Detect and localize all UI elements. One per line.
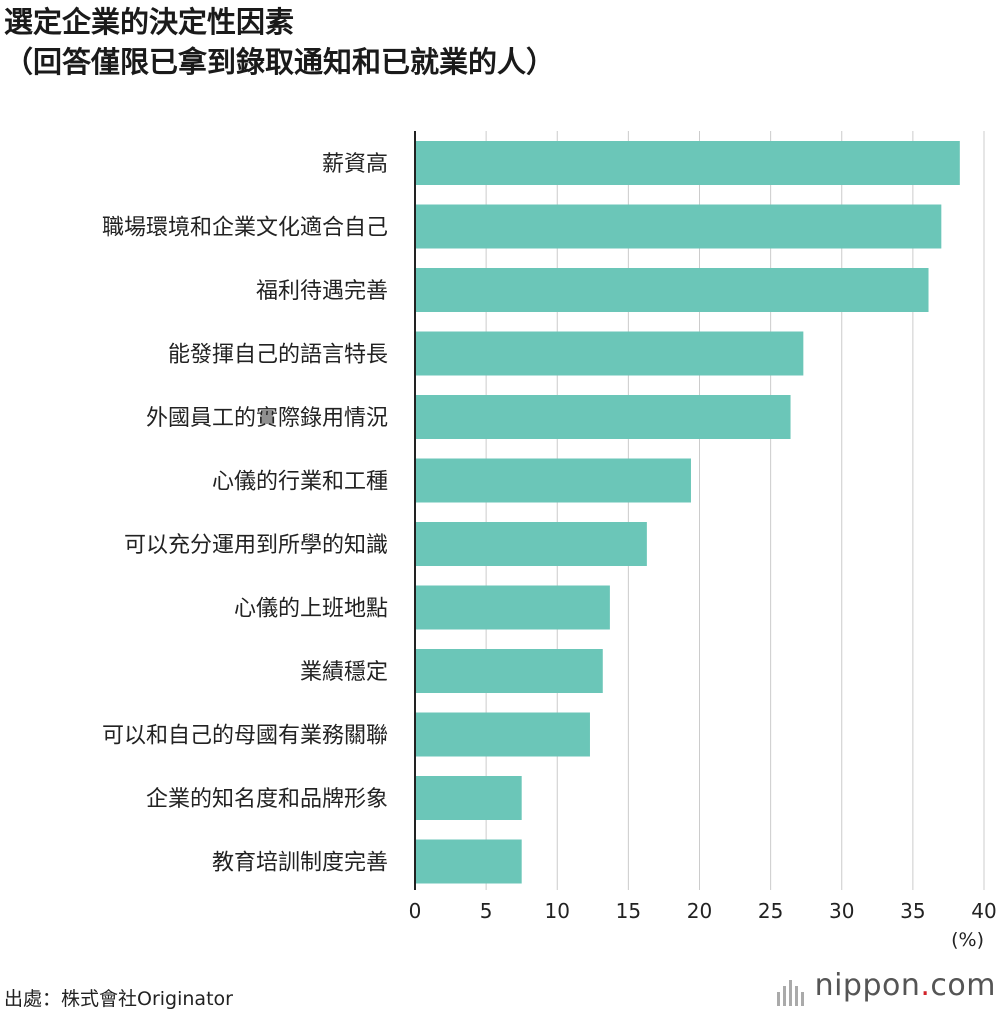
x-tick-label: 5 bbox=[480, 899, 493, 923]
category-label: 教育培訓制度完善 bbox=[212, 851, 388, 876]
title-line-2: （回答僅限已拿到錄取通知和已就業的人） bbox=[4, 45, 556, 79]
bar bbox=[415, 839, 522, 884]
x-tick-label: 15 bbox=[616, 899, 641, 923]
nippon-logo: nippon. com bbox=[776, 968, 996, 1006]
category-label: 能發揮自己的語言特長 bbox=[168, 343, 388, 368]
x-tick-label: 30 bbox=[829, 899, 854, 923]
bar bbox=[415, 268, 929, 312]
x-tick-label: 0 bbox=[409, 899, 422, 923]
x-tick-label: 20 bbox=[687, 899, 712, 923]
category-label: 可以充分運用到所學的知識 bbox=[124, 533, 388, 558]
logo-name: nippon bbox=[814, 968, 921, 1003]
logo-mark-icon bbox=[776, 971, 807, 1006]
bar-chart: 0 5 10 15 20 25 30 35 40 薪資高職場環境和企業文化適合自己福利待遇完善能發… bbox=[102, 131, 997, 951]
bar bbox=[415, 204, 942, 249]
category-label: 業績穩定 bbox=[300, 660, 388, 685]
bar bbox=[415, 458, 691, 503]
category-label: 心儀的行業和工種 bbox=[212, 470, 388, 495]
x-tick-label: 40 bbox=[971, 899, 996, 923]
bar bbox=[415, 522, 647, 566]
category-label: 可以和自己的母國有業務關聯 bbox=[102, 724, 388, 749]
bar bbox=[415, 395, 791, 439]
bar bbox=[415, 649, 603, 693]
bar bbox=[415, 712, 590, 757]
category-label: 心儀的上班地點 bbox=[234, 597, 388, 622]
category-label: 職場環境和企業文化適合自己 bbox=[102, 216, 388, 241]
category-label: 薪資高 bbox=[322, 152, 388, 177]
unit-label: (%) bbox=[951, 929, 984, 951]
title-line-1: 選定企業的決定性因素 bbox=[4, 5, 295, 39]
category-label: 企業的知名度和品牌形象 bbox=[146, 787, 388, 812]
bar bbox=[415, 776, 522, 820]
category-label: 福利待遇完善 bbox=[256, 279, 388, 304]
category-label: 外國員工的實際錄用情況 bbox=[146, 406, 388, 431]
x-tick-label: 10 bbox=[545, 899, 570, 923]
bar bbox=[415, 585, 610, 630]
x-tick-label: 25 bbox=[758, 899, 783, 923]
bar bbox=[415, 141, 960, 185]
bar bbox=[415, 331, 804, 376]
logo-dot: . bbox=[920, 968, 931, 1003]
x-tick-label: 35 bbox=[900, 899, 925, 923]
logo-suffix: com bbox=[930, 968, 996, 1003]
source-note: 出處：株式會社Originator bbox=[4, 988, 233, 1010]
chart-title: 選定企業的決定性因素 （回答僅限已拿到錄取通知和已就業的人） bbox=[4, 2, 555, 82]
